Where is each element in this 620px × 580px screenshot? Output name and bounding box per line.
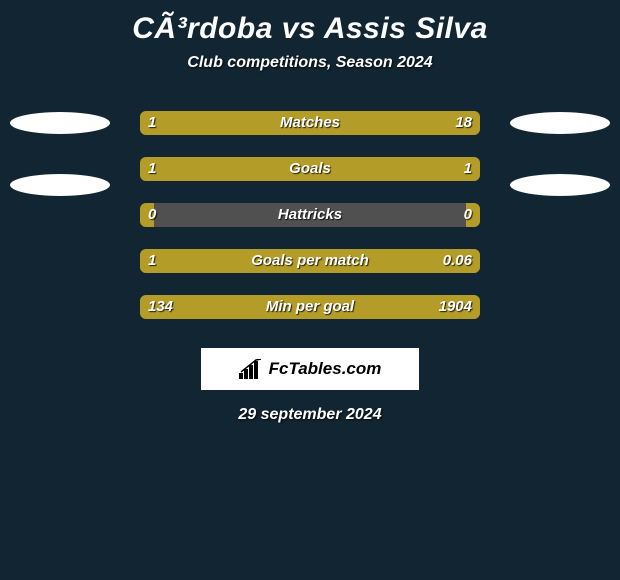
brand-label: FcTables.com	[269, 359, 382, 379]
brand-box: FcTables.com	[201, 348, 419, 390]
brand-icon	[239, 359, 263, 379]
stat-row: Goals11	[0, 146, 620, 192]
page-title: CÃ³rdoba vs Assis Silva	[0, 8, 620, 54]
stat-row: Hattricks00	[0, 192, 620, 238]
stat-bar-left-segment	[140, 203, 154, 227]
stat-row: Min per goal1341904	[0, 284, 620, 330]
stat-rows: Matches118Goals11Hattricks00Goals per ma…	[0, 100, 620, 330]
stat-bar-left-segment	[140, 157, 466, 181]
stat-bar-left-segment	[140, 249, 405, 273]
subtitle: Club competitions, Season 2024	[0, 54, 620, 100]
date-label: 29 september 2024	[0, 406, 620, 424]
stat-bar	[140, 295, 480, 319]
player-oval-left	[10, 112, 110, 134]
comparison-card: CÃ³rdoba vs Assis Silva Club competition…	[0, 0, 620, 580]
stat-bar	[140, 203, 480, 227]
stat-bar-right-segment	[405, 249, 480, 273]
stat-bar	[140, 111, 480, 135]
stat-bar-right-segment	[466, 157, 480, 181]
stat-bar	[140, 157, 480, 181]
stat-bar	[140, 249, 480, 273]
stat-bar-left-segment	[140, 295, 154, 319]
stat-bar-left-segment	[140, 111, 198, 135]
stat-bar-right-segment	[198, 111, 480, 135]
stat-row: Matches118	[0, 100, 620, 146]
stat-bar-right-segment	[466, 203, 480, 227]
stat-bar-right-segment	[154, 295, 480, 319]
player-oval-right	[510, 112, 610, 134]
stat-row: Goals per match10.06	[0, 238, 620, 284]
